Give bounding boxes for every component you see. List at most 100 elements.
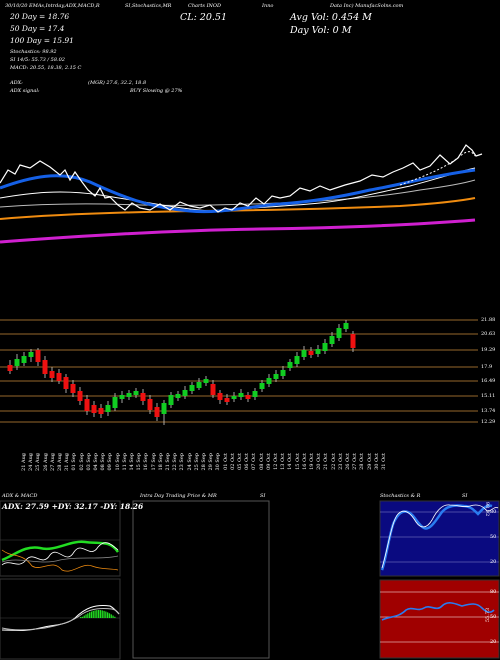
candle-body bbox=[273, 374, 279, 379]
macd-histogram-bar bbox=[114, 616, 116, 618]
candle-body bbox=[189, 385, 195, 391]
header-title: 30/10/20 EMAs,Intrday,ADX,MACD,R bbox=[5, 3, 100, 9]
candle-body bbox=[168, 395, 174, 405]
candle-body bbox=[245, 395, 251, 399]
candle-body bbox=[231, 396, 237, 399]
candle-body bbox=[259, 383, 265, 389]
candle-body bbox=[280, 370, 286, 376]
candle-body bbox=[42, 360, 48, 374]
candle-body bbox=[84, 399, 90, 411]
macd-histogram-bar bbox=[83, 615, 85, 618]
macd-panel bbox=[0, 578, 121, 660]
macd-histogram-bar bbox=[89, 612, 91, 618]
macd-histogram-bar bbox=[98, 610, 100, 618]
rsi-blue-line bbox=[381, 602, 495, 621]
candle-body bbox=[336, 328, 342, 338]
candle-body bbox=[28, 352, 34, 357]
macd-histogram-bar bbox=[90, 611, 93, 618]
ema-dotted-line bbox=[399, 151, 476, 186]
adx-plus-di-line bbox=[1, 542, 119, 566]
price-level-label: 16.49 bbox=[481, 378, 496, 384]
adx-gray-line bbox=[1, 555, 119, 563]
stoch-readout: Stochastics: 98.92 bbox=[10, 49, 57, 55]
macd-histogram-bar bbox=[103, 610, 105, 618]
adx-panel-title: ADX & MACD bbox=[2, 493, 38, 499]
adx-minus-di-line bbox=[1, 549, 119, 572]
rsi-level-50: 50 bbox=[490, 614, 497, 620]
candle-body bbox=[301, 350, 307, 357]
candle-body bbox=[133, 391, 139, 395]
macd-histogram-bar bbox=[87, 613, 89, 618]
candle-body bbox=[175, 394, 181, 398]
adx-label: ADX: bbox=[10, 80, 23, 86]
candle-body bbox=[21, 356, 27, 363]
candle-body bbox=[91, 405, 97, 413]
stoch-panel-title: Stochastics & R bbox=[380, 493, 421, 499]
candle-body bbox=[182, 390, 188, 396]
stoch-level-80: 80 bbox=[490, 509, 497, 515]
adx-readout: ADX: 27.59 +DY: 32.17 -DY: 18.26 bbox=[2, 502, 144, 511]
header-title-3: Charts INOD bbox=[188, 3, 222, 9]
price-level-label: 19.29 bbox=[481, 347, 496, 353]
candle-body bbox=[210, 384, 216, 395]
macd-histogram-bar bbox=[92, 610, 94, 618]
candle-body bbox=[238, 393, 244, 397]
candle-body bbox=[224, 398, 230, 402]
rsi-panel bbox=[379, 579, 500, 659]
price-level-label: 17.9 bbox=[481, 364, 493, 370]
candle-body bbox=[161, 403, 167, 414]
candle-body bbox=[154, 407, 160, 417]
candle-body bbox=[105, 405, 111, 412]
macd-histogram-bar bbox=[110, 614, 112, 618]
close-price: CL: 20.51 bbox=[180, 12, 227, 23]
candle-body bbox=[308, 351, 314, 355]
candle-body bbox=[203, 379, 209, 383]
candle-body bbox=[14, 359, 20, 366]
header-title-2: SI,Stochastics,MR bbox=[125, 3, 172, 9]
header-title-5: Data Inc) ManufacSolns.com bbox=[330, 3, 404, 9]
candle-body bbox=[252, 391, 258, 397]
macd-histogram-bar bbox=[94, 610, 96, 618]
candle-body bbox=[49, 371, 55, 378]
candle-body bbox=[7, 365, 13, 371]
stoch-white-line bbox=[381, 504, 499, 569]
ema-blue-line bbox=[0, 168, 476, 214]
candle-body bbox=[98, 408, 104, 414]
candle-body bbox=[63, 377, 69, 389]
macd-histogram-bar bbox=[105, 611, 107, 618]
rsi-level-80: 80 bbox=[490, 589, 497, 595]
header-title-4: Inno bbox=[262, 3, 274, 9]
ema-magenta-line bbox=[0, 218, 476, 244]
candle-body bbox=[77, 391, 83, 401]
macd-histogram-bar bbox=[81, 616, 84, 618]
avg-volume: Avg Vol: 0.454 M bbox=[290, 12, 372, 23]
macd-histogram-bar bbox=[108, 613, 111, 618]
adx-signal: BUY Slowing @ 27% bbox=[130, 88, 183, 94]
candle-body bbox=[315, 349, 321, 354]
day-volume: Day Vol: 0 M bbox=[290, 25, 352, 36]
candle-body bbox=[140, 393, 146, 401]
macd-histogram-bar bbox=[101, 610, 103, 618]
candle-body bbox=[56, 373, 62, 381]
rsi-level-20: 20 bbox=[490, 639, 497, 645]
macd-line bbox=[1, 605, 120, 631]
intraday-panel-title: Intra Day Trading Price & MR bbox=[140, 493, 217, 499]
intraday-panel-title-2: SI bbox=[260, 493, 266, 499]
ema50-readout: 50 Day = 17.4 bbox=[10, 24, 65, 33]
candle-body bbox=[70, 384, 76, 393]
candle-body bbox=[329, 336, 335, 344]
candle-body bbox=[266, 378, 272, 384]
candle-body bbox=[112, 397, 118, 408]
ema20-readout: 20 Day = 18.76 bbox=[10, 12, 70, 21]
ema-orange-line bbox=[0, 197, 476, 220]
price-level-label: 12.29 bbox=[481, 419, 496, 425]
stoch-level-20: 20 bbox=[490, 559, 497, 565]
intraday-panel bbox=[132, 500, 270, 659]
rsi-value: 55.73 bbox=[485, 607, 492, 623]
macd-histogram-bar bbox=[85, 614, 87, 618]
stoch-level-50: 50 bbox=[490, 534, 497, 540]
candle-body bbox=[322, 343, 328, 351]
candle-body bbox=[126, 393, 132, 397]
macd-histogram-bar bbox=[112, 615, 114, 618]
adx-panel bbox=[0, 500, 121, 577]
